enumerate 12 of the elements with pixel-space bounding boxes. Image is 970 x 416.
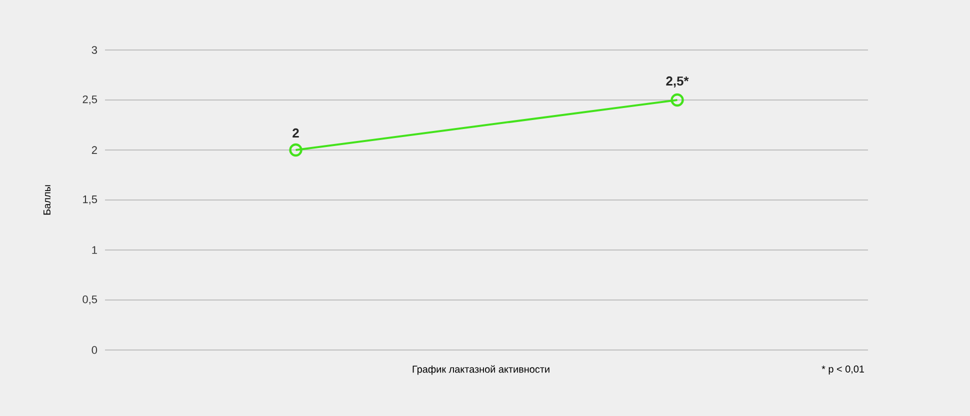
y-tick-label: 2 <box>92 146 97 154</box>
data-label: 2 <box>292 128 299 138</box>
y-tick-label: 1,5 <box>83 196 98 204</box>
y-tick-label: 2,5 <box>82 95 98 105</box>
y-tick-label: 1 <box>92 246 97 254</box>
text: * p < 0,01 <box>822 365 864 375</box>
x-axis-title: График лактазной активности <box>412 365 550 375</box>
y-tick-label: 0 <box>92 346 98 354</box>
data-label: 2,5* <box>666 76 689 88</box>
y-tick-label: 0,5 <box>82 295 98 305</box>
y-tick-label: 3 <box>92 46 97 54</box>
y-axis-title: Баллы <box>44 185 50 215</box>
